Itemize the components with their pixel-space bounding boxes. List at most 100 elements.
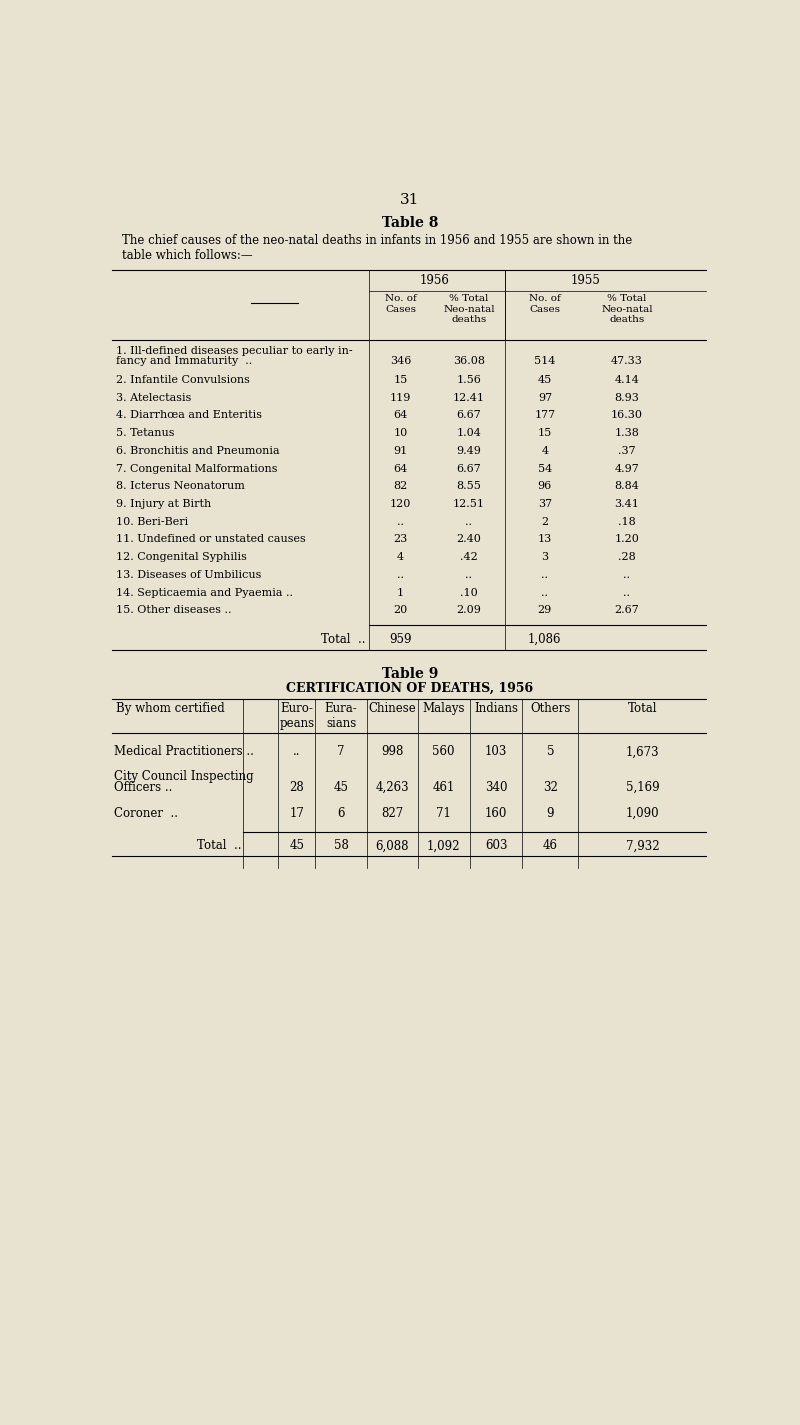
- Text: ..: ..: [397, 570, 404, 580]
- Text: 1,673: 1,673: [626, 745, 659, 758]
- Text: Medical Practitioners ..: Medical Practitioners ..: [114, 745, 254, 758]
- Text: .10: .10: [460, 587, 478, 597]
- Text: 4.14: 4.14: [614, 375, 639, 385]
- Text: 7: 7: [338, 745, 345, 758]
- Text: 1,092: 1,092: [426, 839, 460, 852]
- Text: Table 9: Table 9: [382, 667, 438, 681]
- Text: 1,086: 1,086: [528, 633, 562, 646]
- Text: 2.40: 2.40: [457, 534, 482, 544]
- Text: 13: 13: [538, 534, 552, 544]
- Text: No. of
Cases: No. of Cases: [529, 294, 561, 314]
- Text: Chinese: Chinese: [368, 703, 416, 715]
- Text: City Council Inspecting: City Council Inspecting: [114, 770, 254, 784]
- Text: 1.38: 1.38: [614, 428, 639, 437]
- Text: 6.67: 6.67: [457, 410, 482, 420]
- Text: Coroner  ..: Coroner ..: [114, 807, 178, 819]
- Text: 959: 959: [390, 633, 412, 646]
- Text: 12. Congenital Syphilis: 12. Congenital Syphilis: [115, 551, 246, 561]
- Text: 1955: 1955: [571, 274, 601, 288]
- Text: Officers ..: Officers ..: [114, 781, 172, 794]
- Text: 6: 6: [338, 807, 345, 819]
- Text: 31: 31: [400, 192, 420, 207]
- Text: 1.04: 1.04: [457, 428, 482, 437]
- Text: 120: 120: [390, 499, 411, 509]
- Text: Total  ..: Total ..: [322, 633, 366, 646]
- Text: 603: 603: [485, 839, 507, 852]
- Text: ..: ..: [542, 570, 548, 580]
- Text: No. of
Cases: No. of Cases: [385, 294, 417, 314]
- Text: 8. Icterus Neonatorum: 8. Icterus Neonatorum: [115, 482, 244, 492]
- Text: 71: 71: [436, 807, 450, 819]
- Text: 2.09: 2.09: [457, 606, 482, 616]
- Text: 1956: 1956: [420, 274, 450, 288]
- Text: By whom certified: By whom certified: [115, 703, 224, 715]
- Text: 5: 5: [546, 745, 554, 758]
- Text: Total  ..: Total ..: [198, 839, 242, 852]
- Text: 97: 97: [538, 393, 552, 403]
- Text: 47.33: 47.33: [611, 356, 643, 366]
- Text: 346: 346: [390, 356, 411, 366]
- Text: 4.97: 4.97: [614, 463, 639, 473]
- Text: Malays: Malays: [422, 703, 465, 715]
- Text: .42: .42: [460, 551, 478, 561]
- Text: 64: 64: [394, 463, 408, 473]
- Text: 6. Bronchitis and Pneumonia: 6. Bronchitis and Pneumonia: [115, 446, 279, 456]
- Text: 4: 4: [542, 446, 549, 456]
- Text: 1.56: 1.56: [457, 375, 482, 385]
- Text: 160: 160: [485, 807, 507, 819]
- Text: 13. Diseases of Umbilicus: 13. Diseases of Umbilicus: [115, 570, 261, 580]
- Text: Indians: Indians: [474, 703, 518, 715]
- Text: 10. Beri-Beri: 10. Beri-Beri: [115, 517, 188, 527]
- Text: 4,263: 4,263: [375, 781, 409, 794]
- Text: 4: 4: [397, 551, 404, 561]
- Text: .37: .37: [618, 446, 636, 456]
- Text: 36.08: 36.08: [453, 356, 485, 366]
- Text: 119: 119: [390, 393, 411, 403]
- Text: 15. Other diseases ..: 15. Other diseases ..: [115, 606, 231, 616]
- Text: 827: 827: [381, 807, 403, 819]
- Text: 45: 45: [334, 781, 349, 794]
- Text: 5. Tetanus: 5. Tetanus: [115, 428, 174, 437]
- Text: 29: 29: [538, 606, 552, 616]
- Text: 340: 340: [485, 781, 507, 794]
- Text: 8.93: 8.93: [614, 393, 639, 403]
- Text: 10: 10: [394, 428, 408, 437]
- Text: The chief causes of the neo-natal deaths in infants in 1956 and 1955 are shown i: The chief causes of the neo-natal deaths…: [122, 234, 632, 262]
- Text: 15: 15: [538, 428, 552, 437]
- Text: 5,169: 5,169: [626, 781, 659, 794]
- Text: 28: 28: [290, 781, 304, 794]
- Text: 7. Congenital Malformations: 7. Congenital Malformations: [115, 463, 277, 473]
- Text: 2. Infantile Convulsions: 2. Infantile Convulsions: [115, 375, 250, 385]
- Text: ..: ..: [397, 517, 404, 527]
- Text: 514: 514: [534, 356, 555, 366]
- Text: 45: 45: [290, 839, 304, 852]
- Text: 998: 998: [381, 745, 403, 758]
- Text: 1,090: 1,090: [626, 807, 659, 819]
- Text: CERTIFICATION OF DEATHS, 1956: CERTIFICATION OF DEATHS, 1956: [286, 683, 534, 695]
- Text: 1. Ill-defined diseases peculiar to early in-: 1. Ill-defined diseases peculiar to earl…: [115, 346, 352, 356]
- Text: ..: ..: [466, 517, 472, 527]
- Text: ..: ..: [623, 570, 630, 580]
- Text: 9.49: 9.49: [457, 446, 482, 456]
- Text: ..: ..: [542, 587, 548, 597]
- Text: 37: 37: [538, 499, 552, 509]
- Text: 8.84: 8.84: [614, 482, 639, 492]
- Text: 6,088: 6,088: [375, 839, 409, 852]
- Text: 58: 58: [334, 839, 349, 852]
- Text: 8.55: 8.55: [457, 482, 482, 492]
- Text: 2.67: 2.67: [614, 606, 639, 616]
- Text: 1: 1: [397, 587, 404, 597]
- Text: .18: .18: [618, 517, 636, 527]
- Text: 461: 461: [432, 781, 454, 794]
- Text: 9. Injury at Birth: 9. Injury at Birth: [115, 499, 210, 509]
- Text: Eura-
sians: Eura- sians: [325, 703, 358, 730]
- Text: Others: Others: [530, 703, 570, 715]
- Text: ..: ..: [466, 570, 472, 580]
- Text: 7,932: 7,932: [626, 839, 659, 852]
- Text: % Total
Neo-natal
deaths: % Total Neo-natal deaths: [601, 294, 653, 323]
- Text: 11. Undefined or unstated causes: 11. Undefined or unstated causes: [115, 534, 306, 544]
- Text: 560: 560: [432, 745, 454, 758]
- Text: 3: 3: [542, 551, 549, 561]
- Text: 14. Septicaemia and Pyaemia ..: 14. Septicaemia and Pyaemia ..: [115, 587, 293, 597]
- Text: 103: 103: [485, 745, 507, 758]
